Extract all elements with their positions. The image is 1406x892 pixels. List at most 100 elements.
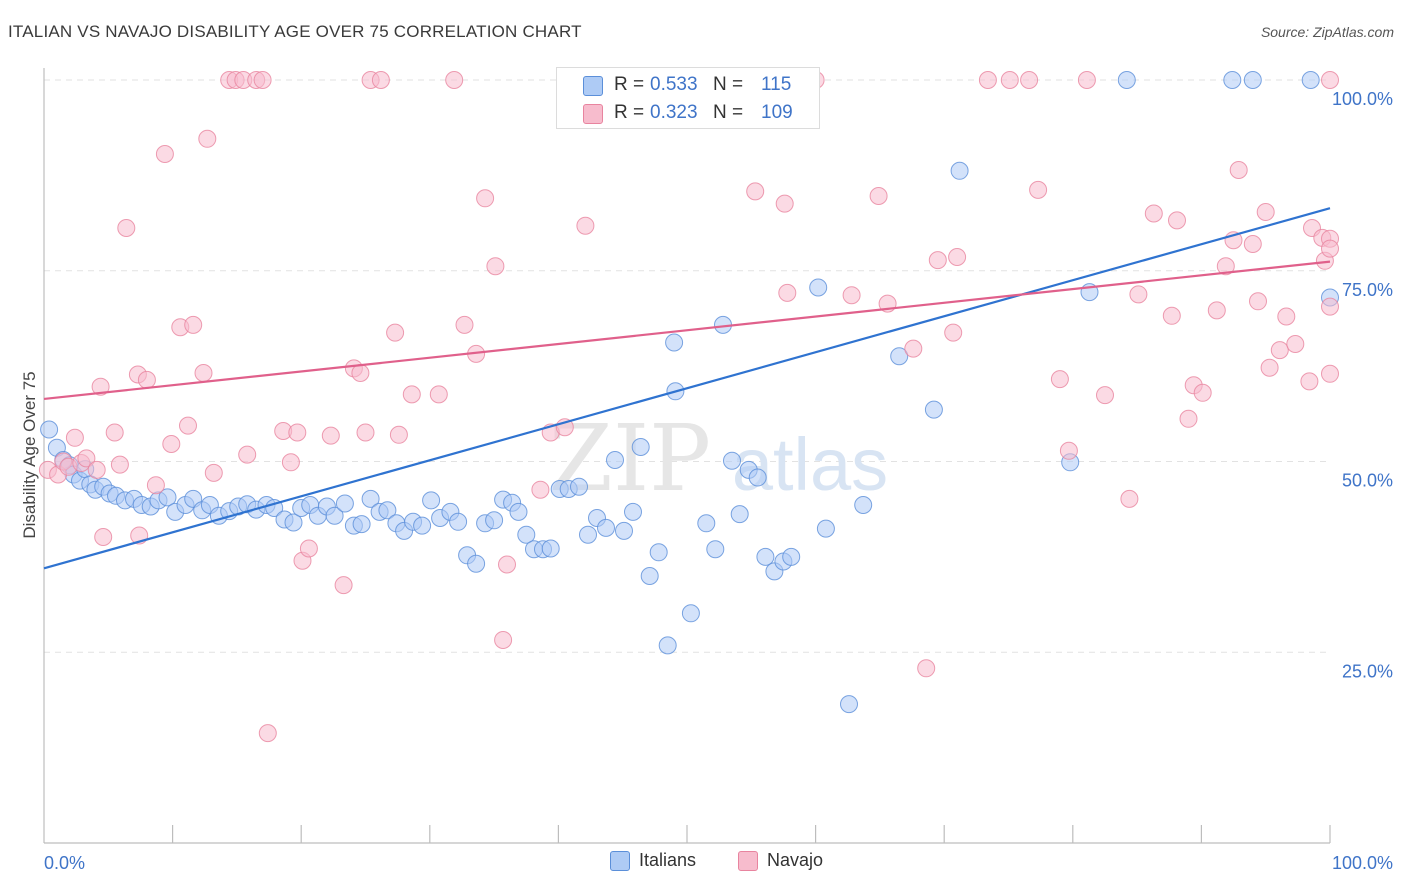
data-point — [658, 636, 677, 655]
data-point — [258, 724, 277, 743]
data-point — [40, 420, 59, 439]
stats-row-navajo: R = 0.323 N = 109 — [557, 100, 819, 128]
data-point — [325, 506, 344, 525]
legend-label-italians: Italians — [639, 850, 697, 870]
data-point — [1168, 211, 1186, 230]
data-point — [531, 480, 550, 499]
source-label: Source: ZipAtlas.com — [1260, 24, 1394, 40]
data-point — [162, 435, 181, 453]
data-point — [155, 145, 174, 163]
stats-legend: R = 0.533 N = 115 R = 0.323 N = 109 — [556, 67, 820, 129]
data-point — [378, 501, 397, 520]
data-point — [299, 539, 318, 558]
data-point — [948, 248, 967, 266]
data-point — [1216, 257, 1235, 276]
r-label: R = — [614, 74, 645, 95]
n-value: 115 — [761, 74, 792, 95]
data-point — [748, 468, 767, 487]
data-point — [105, 423, 124, 442]
y-tick-label: 50.0% — [1342, 471, 1393, 491]
data-point — [1277, 307, 1296, 326]
data-point — [1077, 71, 1096, 89]
data-point — [352, 515, 371, 534]
legend-item-italians[interactable]: Italians — [610, 850, 696, 871]
data-point — [1144, 204, 1163, 223]
data-point — [413, 516, 432, 535]
trend-lines — [43, 207, 1331, 570]
x-tick-label: 100.0% — [1332, 853, 1393, 873]
n-value: 109 — [761, 102, 793, 123]
data-point — [624, 502, 642, 521]
data-point — [1129, 285, 1148, 304]
data-point — [422, 491, 441, 510]
data-point — [476, 189, 495, 208]
data-point — [1117, 71, 1136, 89]
data-point — [917, 659, 936, 678]
data-point — [597, 518, 615, 537]
grid-lines — [44, 79, 1330, 653]
data-point — [576, 216, 595, 235]
data-point — [1162, 306, 1181, 325]
data-point — [579, 525, 597, 544]
data-point — [137, 370, 156, 389]
legend-item-navajo[interactable]: Navajo — [738, 850, 823, 871]
y-tick-label: 25.0% — [1342, 661, 1393, 681]
data-point — [494, 631, 513, 649]
data-point — [869, 187, 888, 205]
data-point — [1029, 180, 1048, 199]
data-point — [1000, 71, 1019, 89]
data-point — [840, 695, 858, 714]
data-point — [356, 423, 375, 442]
data-point — [179, 416, 197, 435]
data-point — [665, 333, 684, 352]
data-point — [87, 460, 106, 479]
data-point — [334, 576, 353, 595]
data-point — [1193, 383, 1212, 402]
data-point — [361, 489, 380, 508]
tick-labels: 25.0% 50.0% 75.0% 100.0% 0.0% 100.0% — [44, 89, 1393, 873]
data-point — [1260, 358, 1279, 377]
data-point — [631, 438, 650, 456]
data-point — [697, 514, 716, 533]
italians-swatch — [583, 76, 603, 96]
n-label: N = — [713, 102, 744, 123]
data-point — [449, 512, 468, 531]
data-point — [1223, 71, 1242, 89]
axes — [43, 68, 1331, 844]
data-point — [94, 528, 113, 546]
r-value: 0.323 — [650, 102, 698, 123]
data-point — [890, 347, 909, 366]
data-point — [91, 377, 110, 396]
trend-line-italians — [43, 207, 1331, 570]
data-point — [730, 505, 749, 524]
data-point — [778, 283, 797, 302]
data-point — [1321, 239, 1339, 258]
chart-title: ITALIAN VS NAVAJO DISABILITY AGE OVER 75… — [8, 22, 582, 41]
data-point — [1256, 203, 1275, 221]
data-point — [746, 182, 765, 201]
data-point — [904, 339, 923, 358]
data-point — [775, 194, 794, 213]
data-point — [978, 71, 997, 89]
bottom-legend: Italians Navajo — [0, 850, 1406, 880]
data-point — [1286, 335, 1305, 353]
data-point — [1020, 71, 1039, 89]
data-point — [485, 511, 504, 530]
data-point — [640, 567, 659, 585]
data-point — [723, 451, 741, 470]
data-point — [1300, 372, 1319, 391]
data-point — [253, 71, 272, 89]
data-point — [1270, 341, 1289, 360]
data-point — [321, 426, 340, 445]
trend-line-navajo — [43, 260, 1331, 401]
data-point — [615, 521, 633, 540]
data-point — [517, 525, 536, 544]
r-label: R = — [614, 102, 645, 123]
data-point — [1096, 386, 1114, 405]
data-point — [288, 423, 307, 442]
data-point — [1249, 292, 1267, 311]
series-italians — [40, 71, 1339, 714]
data-point — [1243, 71, 1262, 89]
data-point — [1243, 235, 1262, 253]
